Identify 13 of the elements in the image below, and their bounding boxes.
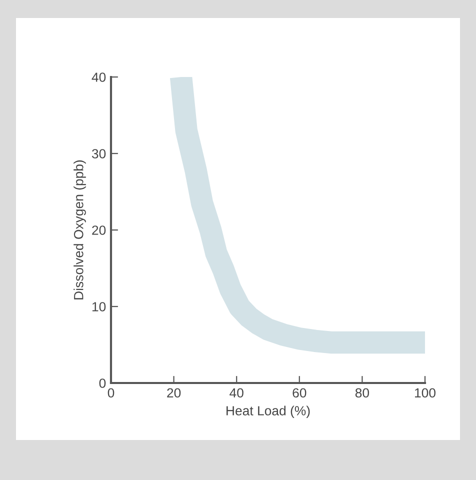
y-axis-title: Dissolved Oxygen (ppb) [74,160,86,300]
x-tick-label: 60 [292,388,306,398]
x-tick-label: 80 [355,388,370,398]
y-tick-label: 40 [92,72,106,82]
x-tick-label: 0 [108,388,114,398]
y-tick-label: 30 [92,149,106,158]
x-axis-title: Heat Load (%) [226,406,310,418]
y-tick-label: 20 [92,226,106,235]
x-tick-label: 20 [167,388,181,398]
x-tick-label: 100 [415,388,436,398]
y-tick-label: 0 [99,378,106,388]
y-tick-label: 10 [92,302,106,312]
x-tick-label: 40 [230,388,244,398]
